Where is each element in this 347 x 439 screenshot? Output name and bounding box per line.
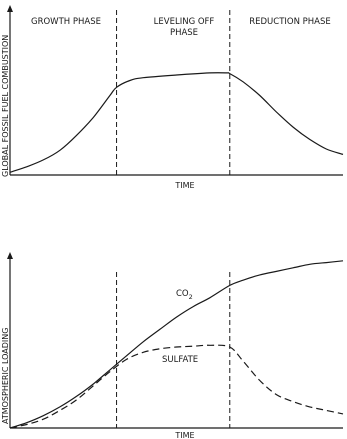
loading-panel: ATMOSPHERIC LOADING TIME CO2 SULFATE bbox=[1, 252, 343, 439]
phase-label-leveling-line2: PHASE bbox=[170, 28, 198, 38]
x-axis-label-bottom: TIME bbox=[174, 431, 194, 439]
co2-series-label: CO2 bbox=[176, 289, 193, 301]
phase-label-growth: GROWTH PHASE bbox=[31, 17, 101, 27]
x-axis-label-top: TIME bbox=[174, 181, 194, 190]
combustion-panel: GROWTH PHASE LEVELING OFF PHASE REDUCTIO… bbox=[1, 5, 343, 190]
combustion-curve bbox=[10, 73, 343, 173]
phase-label-leveling-line1: LEVELING OFF bbox=[154, 17, 215, 27]
y-axis-arrow-bottom bbox=[7, 252, 13, 259]
co2-curve bbox=[10, 261, 343, 428]
y-axis-arrow-top bbox=[7, 5, 13, 12]
sulfate-series-label: SULFATE bbox=[162, 355, 198, 365]
y-axis-label-top: GLOBAL FOSSIL FUEL COMBUSTION bbox=[1, 35, 10, 177]
y-axis-label-bottom: ATMOSPHERIC LOADING bbox=[1, 328, 10, 424]
phase-label-reduction: REDUCTION PHASE bbox=[249, 17, 331, 27]
